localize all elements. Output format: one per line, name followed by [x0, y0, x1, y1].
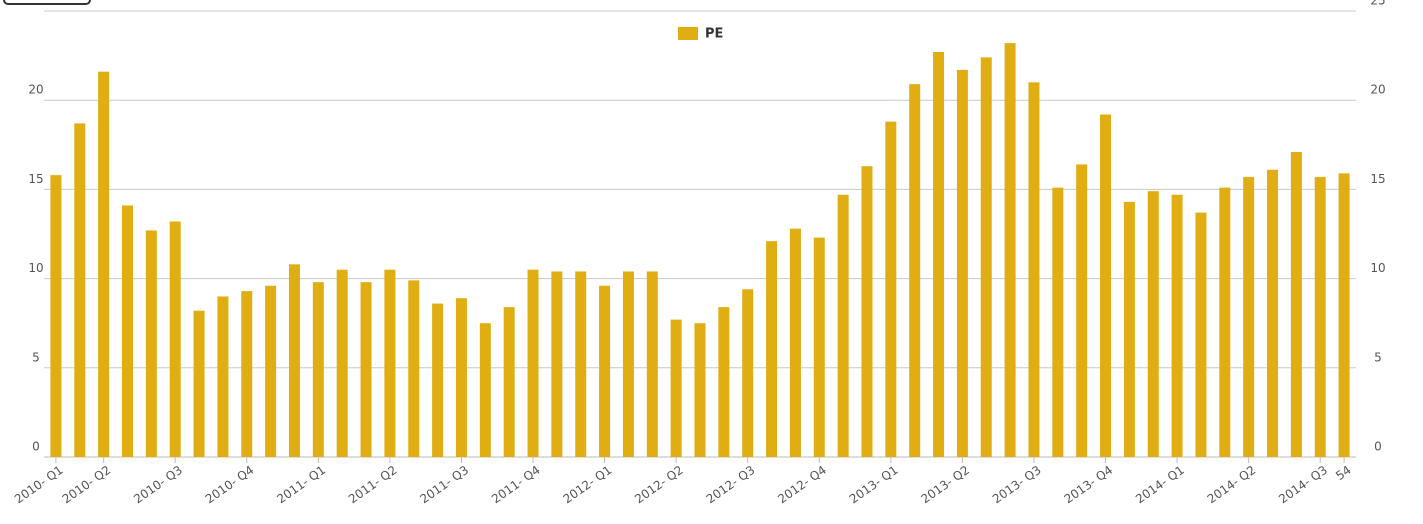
legend-swatch [678, 27, 698, 40]
bar [980, 57, 992, 457]
x-tick-label: 2013- Q3 [990, 463, 1044, 506]
bar [837, 194, 849, 457]
bar [551, 271, 563, 457]
bar [1147, 191, 1159, 457]
bar [1076, 164, 1088, 457]
bar [1243, 176, 1255, 458]
x-tick-label: 2011- Q3 [417, 463, 471, 506]
bar [193, 310, 205, 457]
bar [956, 69, 968, 457]
x-tick-label: 2013- Q4 [1062, 463, 1116, 506]
bar [861, 166, 873, 457]
bar [145, 230, 157, 457]
bar [1290, 151, 1302, 457]
bar [909, 84, 921, 458]
bar [813, 237, 825, 457]
bar [527, 269, 539, 457]
x-tick-label: 2010- Q4 [203, 463, 257, 506]
bar [1028, 82, 1040, 458]
bar [766, 241, 778, 457]
bar [432, 303, 444, 457]
x-tick-label: 54 [1333, 463, 1354, 483]
bar [789, 228, 801, 457]
right-y-tick-label: 20 [1370, 83, 1385, 97]
x-tick-label: 2012- Q4 [775, 463, 829, 506]
bar [455, 298, 467, 457]
bar [479, 323, 491, 457]
bar [1338, 173, 1350, 457]
bar [646, 271, 658, 457]
bar [1004, 43, 1016, 457]
bar [408, 280, 420, 457]
right-y-tick-label: 5 [1374, 350, 1382, 364]
x-tick-label: 2014- Q2 [1205, 463, 1259, 506]
left-y-tick-label: 5 [32, 350, 40, 364]
bar [670, 319, 682, 457]
bar [74, 123, 86, 457]
x-tick-label: 2011- Q4 [489, 463, 543, 506]
bar [312, 282, 324, 457]
x-tick-label: 2010- Q3 [131, 463, 185, 506]
x-tick-label: 2010- Q2 [60, 463, 114, 506]
legend-label: PE [705, 27, 723, 42]
bar [265, 285, 277, 457]
bar [336, 269, 348, 457]
bar [1123, 201, 1135, 457]
bar [98, 71, 110, 457]
bar [1052, 187, 1064, 457]
x-tick-label: 2014- Q1 [1133, 463, 1187, 506]
bar [121, 205, 133, 457]
toolbar-button[interactable] [3, 0, 91, 5]
bar [169, 221, 181, 457]
x-tick-label: 2011- Q1 [274, 463, 328, 506]
bar [575, 271, 587, 457]
x-tick-label: 2012- Q1 [561, 463, 615, 506]
left-y-tick-label: 0 [32, 440, 40, 454]
bar [1219, 187, 1231, 457]
bar [599, 285, 611, 457]
left-y-tick-label: 15 [28, 172, 43, 186]
right-y-tick-label: 0 [1374, 440, 1382, 454]
bar [503, 307, 515, 457]
x-tick-label: 2011- Q2 [346, 463, 400, 506]
right-y-tick-label: 25 [1370, 0, 1385, 8]
bar [1195, 212, 1207, 457]
left-y-tick-label: 20 [28, 83, 43, 97]
bar [622, 271, 634, 457]
bar [1314, 176, 1326, 458]
x-tick-label: 2012- Q2 [632, 463, 686, 506]
bar [50, 175, 62, 458]
bar [885, 121, 897, 457]
bar [1100, 114, 1112, 458]
right-y-tick-label: 15 [1370, 172, 1385, 186]
bar [718, 307, 730, 457]
x-tick-label: 2013- Q1 [847, 463, 901, 506]
x-tick-label: 2010- Q1 [12, 463, 66, 506]
bar [1267, 169, 1279, 457]
right-y-tick-label: 10 [1370, 261, 1385, 275]
bar [288, 264, 300, 457]
x-tick-label: 2013- Q2 [918, 463, 972, 506]
bar [742, 289, 754, 457]
bar [360, 282, 372, 457]
bar [241, 291, 253, 457]
bar [384, 269, 396, 457]
x-tick-label: 2012- Q3 [704, 463, 758, 506]
bar [217, 296, 229, 457]
bar [694, 323, 706, 457]
bar [933, 52, 945, 457]
bar [1171, 194, 1183, 457]
left-y-tick-label: 10 [28, 261, 43, 275]
x-tick-label: 2014- Q3 [1276, 463, 1330, 506]
